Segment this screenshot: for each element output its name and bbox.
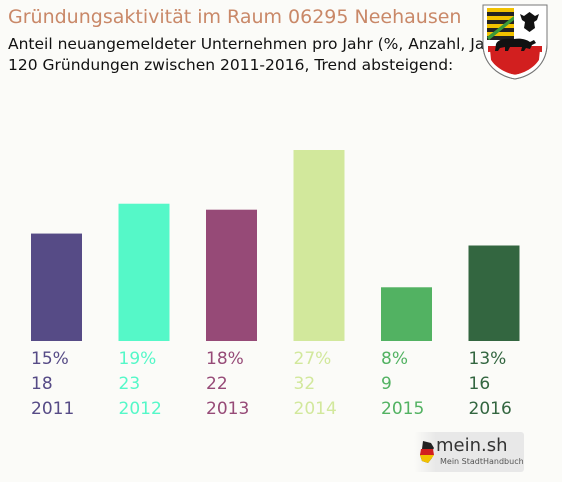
chart-title: Gründungsaktivität im Raum 06295 Neehaus… bbox=[8, 6, 462, 28]
percent-label-2014: 27% bbox=[294, 349, 332, 369]
chart-subtitle: Anteil neuangemeldeter Unternehmen pro J… bbox=[8, 34, 507, 76]
percent-label-2012: 19% bbox=[119, 349, 157, 369]
coat-of-arms-icon bbox=[482, 4, 548, 80]
count-label-2016: 16 bbox=[469, 374, 491, 394]
count-label-2013: 22 bbox=[206, 374, 228, 394]
year-label-2013: 2013 bbox=[206, 399, 249, 419]
count-label-2015: 9 bbox=[381, 374, 392, 394]
count-label-2012: 23 bbox=[119, 374, 141, 394]
percent-label-2015: 8% bbox=[381, 349, 408, 369]
count-label-2011: 18 bbox=[31, 374, 53, 394]
percent-label-2016: 13% bbox=[469, 349, 507, 369]
logo-tagline: Mein StadtHandbuch bbox=[440, 457, 524, 466]
bar-2014 bbox=[293, 150, 345, 341]
subtitle-line-2: 120 Gründungen zwischen 2011-2016, Trend… bbox=[8, 56, 454, 74]
percent-label-2013: 18% bbox=[206, 349, 244, 369]
year-label-2016: 2016 bbox=[469, 399, 512, 419]
year-label-2015: 2015 bbox=[381, 399, 424, 419]
bar-2016 bbox=[468, 245, 520, 341]
germany-flag-icon bbox=[420, 441, 434, 463]
year-label-2012: 2012 bbox=[119, 399, 162, 419]
logo: mein.sh Mein StadtHandbuch bbox=[414, 432, 524, 472]
bar-2011 bbox=[31, 233, 82, 341]
bar-2013 bbox=[206, 209, 257, 341]
year-label-2014: 2014 bbox=[294, 399, 337, 419]
logo-brand: mein.sh bbox=[436, 435, 508, 456]
year-label-2011: 2011 bbox=[31, 399, 74, 419]
bar-2012 bbox=[118, 203, 170, 341]
count-label-2014: 32 bbox=[294, 374, 316, 394]
bar-2015 bbox=[381, 287, 432, 341]
percent-label-2011: 15% bbox=[31, 349, 69, 369]
subtitle-line-1: Anteil neuangemeldeter Unternehmen pro J… bbox=[8, 35, 507, 53]
